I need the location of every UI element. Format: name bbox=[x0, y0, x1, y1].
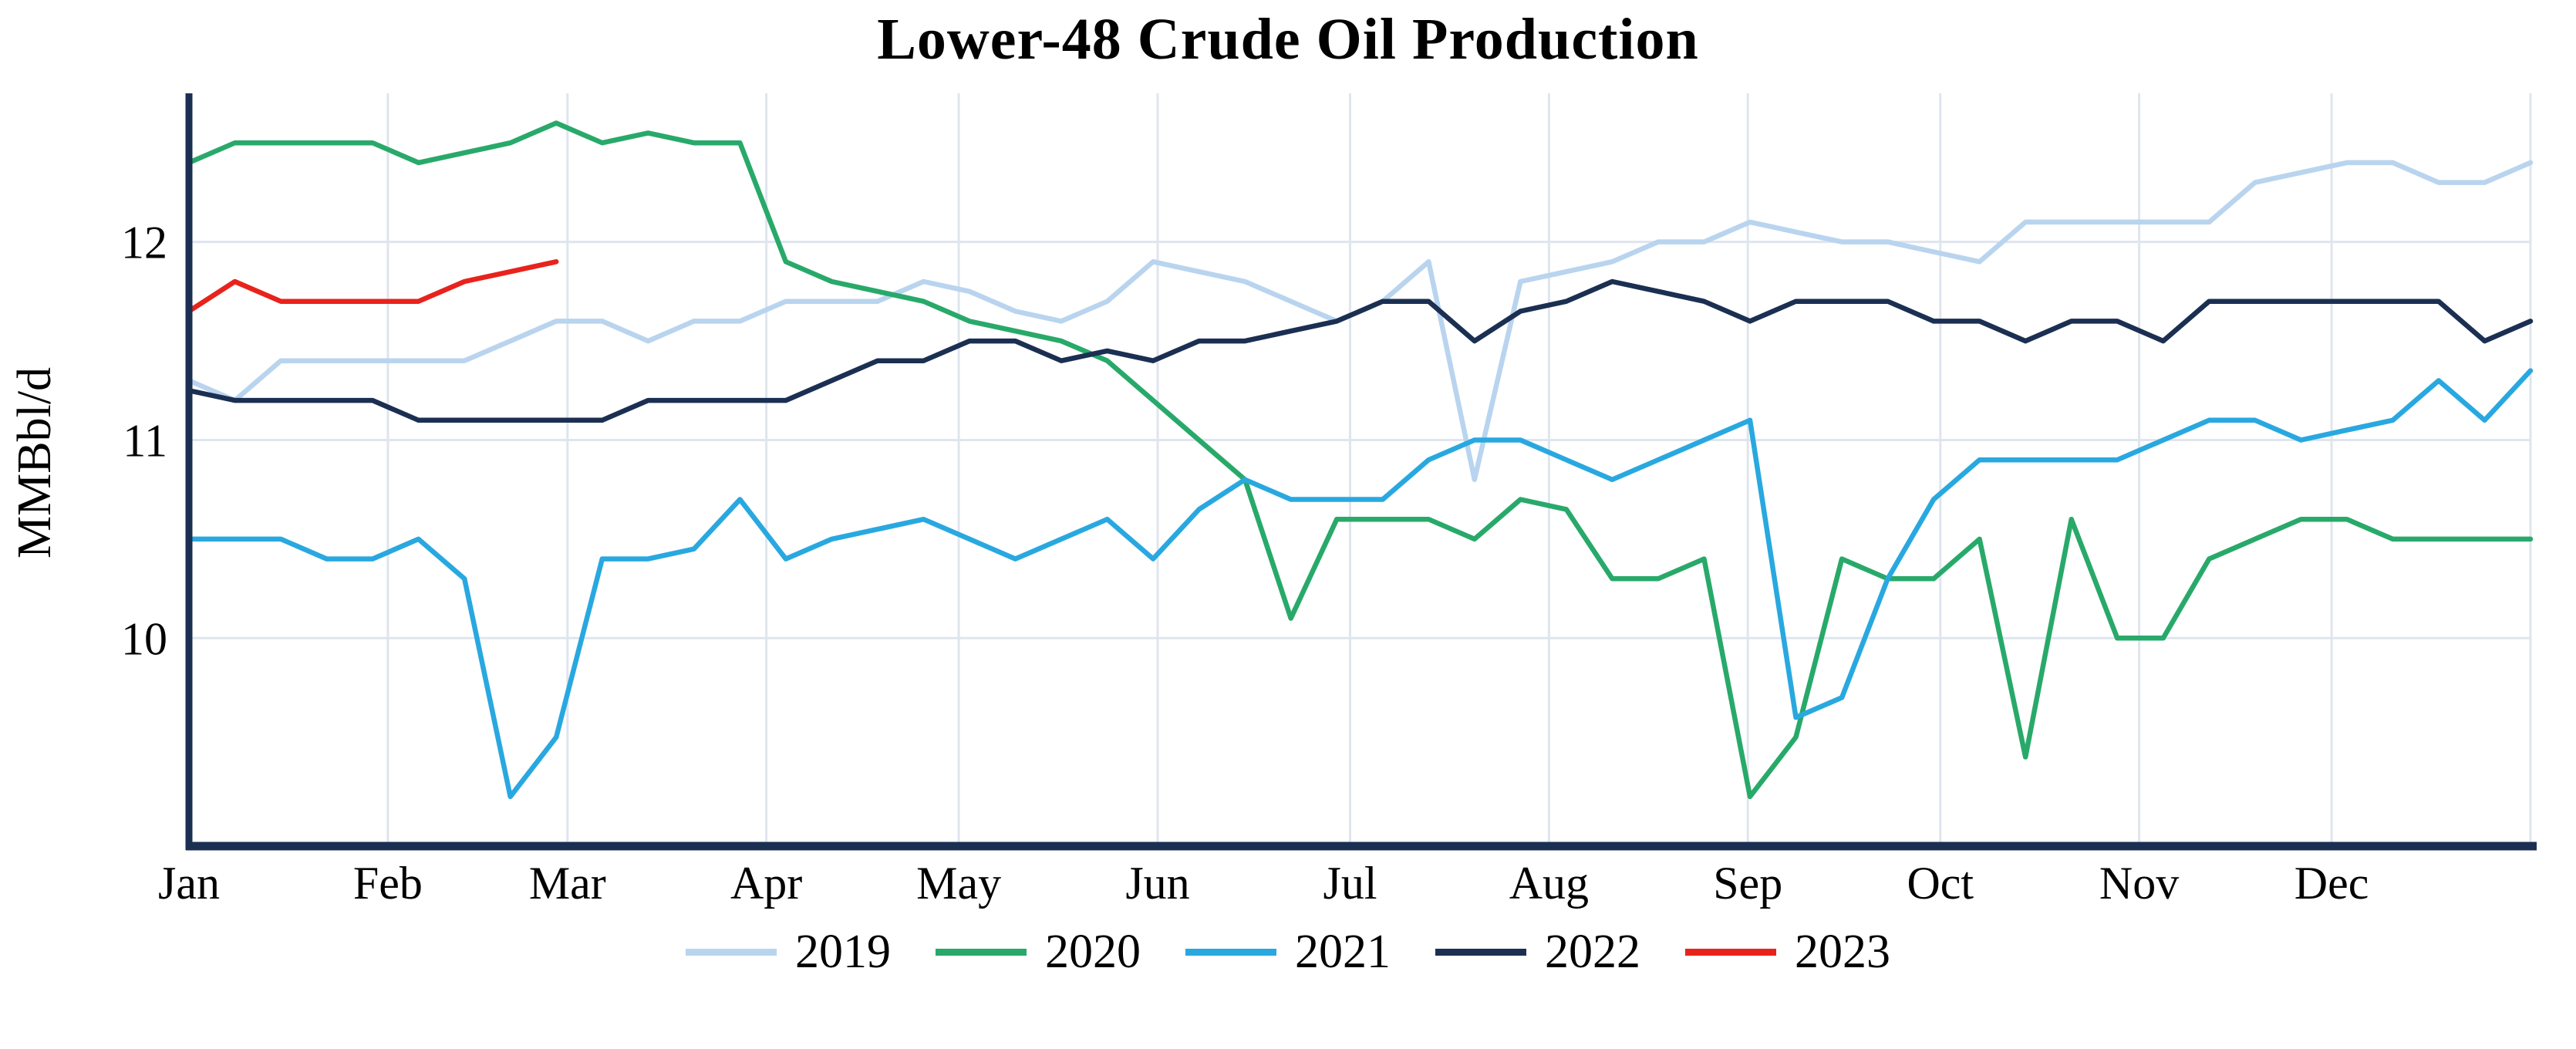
x-tick-label-Jul: Jul bbox=[1323, 858, 1377, 909]
legend-item-2021: 2021 bbox=[1185, 926, 1391, 978]
x-tick-label-Dec: Dec bbox=[2294, 858, 2369, 909]
legend: 2019 2020 2021 2022 2023 bbox=[0, 926, 2576, 978]
x-tick-label-Feb: Feb bbox=[353, 858, 423, 909]
legend-swatch-2020 bbox=[936, 948, 1027, 956]
series-line-2020 bbox=[186, 120, 2534, 800]
legend-swatch-2022 bbox=[1435, 948, 1526, 956]
legend-swatch-2021 bbox=[1185, 948, 1276, 956]
x-tick-label-Aug: Aug bbox=[1509, 858, 1589, 909]
x-tick-label-Sep: Sep bbox=[1713, 858, 1782, 909]
series-line-2021 bbox=[186, 368, 2534, 800]
legend-swatch-2019 bbox=[686, 948, 777, 956]
legend-swatch-2023 bbox=[1685, 948, 1776, 956]
legend-item-2023: 2023 bbox=[1685, 926, 1890, 978]
chart-title: Lower-48 Crude Oil Production bbox=[877, 7, 1699, 72]
x-tick-label-Apr: Apr bbox=[730, 858, 802, 909]
x-tick-label-Jun: Jun bbox=[1125, 858, 1189, 909]
series-line-2022 bbox=[186, 278, 2534, 423]
x-tick-label-Nov: Nov bbox=[2099, 858, 2179, 909]
legend-label-2019: 2019 bbox=[795, 926, 891, 978]
y-tick-label-12: 12 bbox=[121, 218, 167, 268]
y-tick-label-11: 11 bbox=[123, 416, 167, 467]
legend-item-2020: 2020 bbox=[936, 926, 1141, 978]
legend-item-2019: 2019 bbox=[686, 926, 891, 978]
x-tick-label-Mar: Mar bbox=[529, 858, 606, 909]
x-tick-label-May: May bbox=[916, 858, 1001, 909]
legend-item-2022: 2022 bbox=[1435, 926, 1640, 978]
legend-label-2021: 2021 bbox=[1295, 926, 1391, 978]
legend-label-2020: 2020 bbox=[1045, 926, 1141, 978]
legend-label-2022: 2022 bbox=[1545, 926, 1640, 978]
y-tick-label-10: 10 bbox=[121, 613, 167, 664]
series-line-2023 bbox=[186, 259, 559, 314]
legend-label-2023: 2023 bbox=[1795, 926, 1890, 978]
x-tick-label-Oct: Oct bbox=[1907, 858, 1974, 909]
x-tick-label-Jan: Jan bbox=[158, 858, 220, 909]
